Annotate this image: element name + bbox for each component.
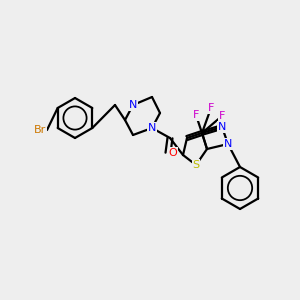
Text: F: F: [193, 110, 199, 120]
Text: Br: Br: [34, 125, 46, 135]
Text: F: F: [208, 103, 214, 113]
Text: O: O: [169, 148, 177, 158]
Text: N: N: [218, 122, 226, 132]
Text: S: S: [192, 160, 200, 170]
Text: N: N: [148, 123, 156, 133]
Text: N: N: [129, 100, 137, 110]
Text: N: N: [224, 139, 232, 149]
Text: F: F: [219, 111, 225, 121]
